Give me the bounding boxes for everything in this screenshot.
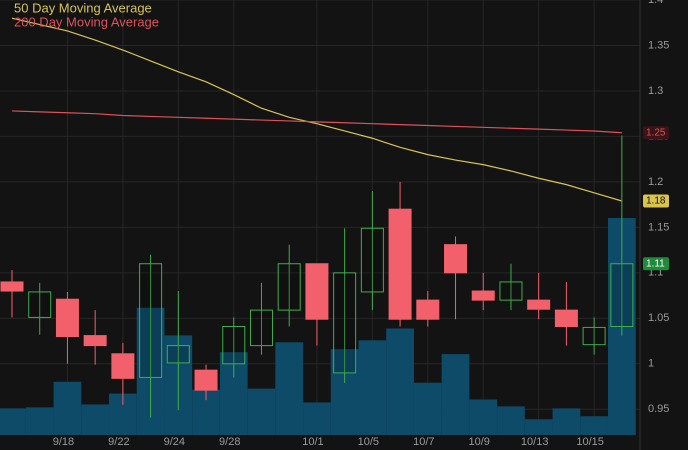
price-badge-label: 1.18 [646,196,666,207]
y-tick-label: 1.35 [648,39,669,51]
x-tick-label: 9/28 [219,436,240,448]
volume-bar [358,340,387,435]
candle-body [55,298,79,338]
y-tick-label: 1.2 [648,176,663,188]
x-tick-label: 10/7 [413,436,434,448]
candle-body [249,309,273,347]
candle-body [0,281,24,292]
volume-bar [25,407,54,435]
candle-body [360,227,384,293]
price-badge [643,194,669,208]
x-tick-label: 9/18 [53,436,74,448]
candle-body [554,309,578,328]
candle-body [610,263,634,328]
y-tick-label: 1.3 [648,85,663,97]
volume-bar [552,408,581,435]
candle-body [28,291,52,318]
volume-bar [469,399,498,435]
y-tick-label: 1 [648,358,654,370]
candle-body [582,326,606,346]
volume-bar [81,404,110,435]
candle-body [194,369,218,391]
volume-bar [53,381,82,435]
volume-bar [303,402,331,435]
volume-bar [524,419,553,435]
x-tick-label: 10/5 [358,436,379,448]
candle-body [471,290,495,301]
y-tick-label: 1.05 [648,312,669,324]
legend-entry: 200 Day Moving Average [14,14,159,29]
volume-bar [580,416,608,435]
candle-body [333,272,357,374]
x-tick-label: 10/13 [521,436,549,448]
x-tick-label: 9/22 [108,436,129,448]
candle-body [444,244,468,274]
y-tick-label: 0.95 [648,403,669,415]
candle-body [166,345,190,364]
price-badge-label: 1.11 [646,258,665,269]
price-badge [643,257,669,271]
y-tick-label: 1.15 [648,221,669,233]
legend-entry: 50 Day Moving Average [14,0,152,15]
x-tick-label: 10/9 [469,436,490,448]
candle-body [83,335,107,347]
candle-body [139,263,163,378]
candle-body [277,263,301,311]
volume-bar [497,406,525,435]
candle-body [416,299,440,320]
volume-bar [441,354,470,435]
volume-bar [275,342,304,435]
x-tick-label: 10/15 [576,436,604,448]
moving-average-line [11,110,622,134]
x-tick-label: 9/24 [164,436,185,448]
x-tick-label: 10/1 [302,436,323,448]
candle-body [499,281,523,301]
price-badge-label: 1.25 [646,127,666,138]
y-tick-label: 1.4 [648,0,663,6]
volume-bar [386,328,414,435]
volume-bar [413,382,442,435]
volume-bar [0,408,26,435]
candle-body [222,326,246,365]
candle-body [111,353,135,379]
price-badge [643,126,669,140]
candle-body [527,299,551,310]
candle-body [388,208,412,320]
candle-body [305,263,329,320]
volume-bar [247,388,276,435]
moving-average-line [11,17,623,202]
